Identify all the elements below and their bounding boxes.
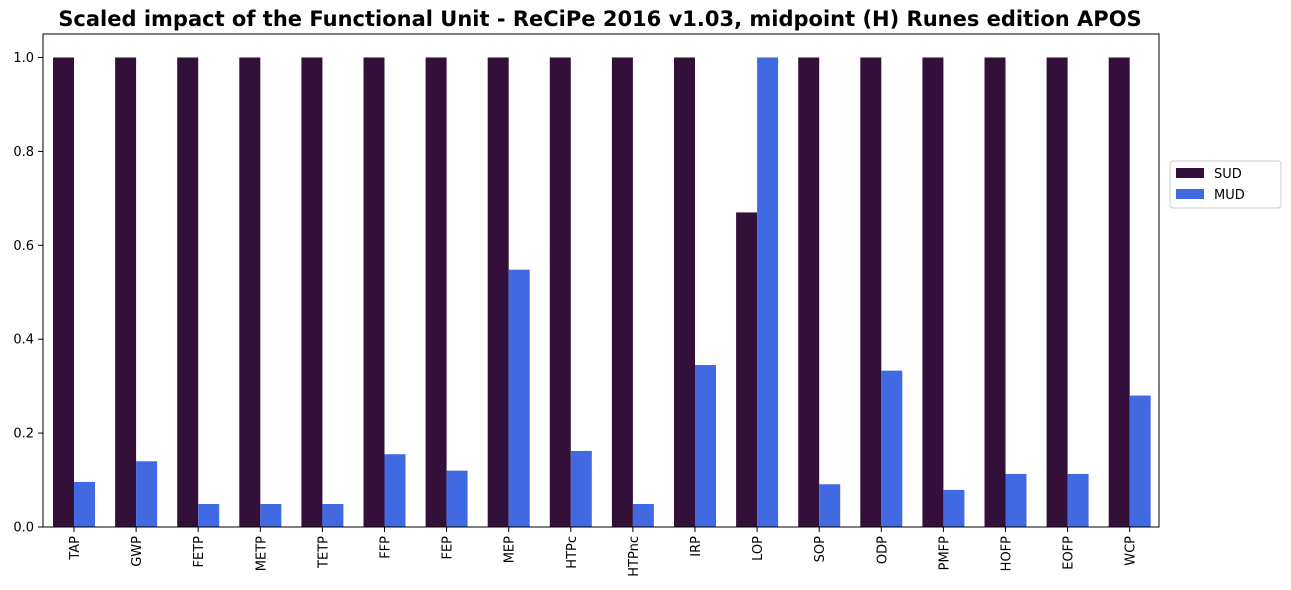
x-axis: TAP GWP FETP METP TETP FFP FEP MEP HTPc HTPnc IRP L…: [68, 527, 1139, 577]
x-tick-label: HTPc: [565, 536, 580, 569]
bar-sud-fep: [425, 57, 447, 527]
legend-swatch-mud: [1176, 189, 1204, 199]
y-tick-label: 0.0: [13, 521, 34, 536]
bar-mud-fetp: [198, 503, 220, 527]
x-tick-label: GWP: [130, 536, 145, 567]
bar-sud-pmfp: [922, 57, 944, 527]
bar-sud-wcp: [1108, 57, 1130, 527]
x-tick-label: TAP: [68, 536, 83, 561]
x-tick-label: METP: [254, 536, 269, 571]
bar-mud-metp: [260, 503, 282, 527]
y-tick-label: 0.6: [13, 239, 34, 254]
bar-sud-fetp: [177, 57, 199, 527]
bar-mud-pmfp: [943, 489, 965, 527]
x-tick-label: SOP: [813, 536, 828, 562]
legend-swatch-sud: [1176, 168, 1204, 178]
bar-mud-hofp: [1005, 473, 1027, 527]
chart-title: Scaled impact of the Functional Unit - R…: [58, 7, 1141, 31]
bar-mud-htpc: [570, 450, 592, 527]
bar-sud-lop: [736, 212, 758, 527]
x-tick-label: MEP: [503, 536, 518, 563]
bar-sud-ffp: [363, 57, 385, 527]
y-tick-label: 1.0: [13, 51, 34, 66]
bar-mud-fep: [446, 470, 468, 527]
legend-label-mud: MUD: [1214, 188, 1245, 203]
bar-mud-wcp: [1129, 395, 1151, 527]
x-tick-label: HOFP: [1000, 536, 1015, 571]
bar-sud-tetp: [301, 57, 323, 527]
bar-mud-irp: [695, 365, 716, 527]
plot-frame: [42, 33, 1160, 528]
y-axis: 0.0 0.2 0.4 0.6 0.8 1.0: [13, 51, 43, 536]
x-tick-label: FFP: [379, 536, 394, 559]
x-tick-label: FEP: [441, 536, 456, 560]
bar-sud-htpc: [549, 57, 571, 527]
bar-sud-sop: [798, 57, 820, 527]
legend-label-sud: SUD: [1214, 167, 1242, 182]
bar-mud-tap: [74, 481, 95, 527]
x-tick-label: PMFP: [937, 536, 952, 571]
bar-mud-tetp: [322, 503, 344, 527]
x-tick-label: LOP: [751, 536, 766, 561]
bar-mud-mep: [508, 269, 530, 527]
bar-mud-gwp: [136, 461, 158, 527]
x-tick-label: ODP: [875, 536, 890, 564]
plot-area: [42, 33, 1160, 528]
x-tick-label: IRP: [689, 536, 704, 557]
bar-sud-eofp: [1046, 57, 1068, 527]
bar-sud-odp: [860, 57, 882, 527]
bar-sud-tap: [53, 57, 74, 527]
bar-sud-mep: [487, 57, 509, 527]
bar-sud-htpnc: [611, 57, 633, 527]
bar-mud-eofp: [1067, 473, 1089, 527]
legend: SUD MUD: [1169, 160, 1282, 209]
bar-mud-lop: [757, 57, 779, 527]
bar-mud-sop: [819, 484, 841, 527]
x-tick-label: EOFP: [1062, 536, 1077, 570]
bar-mud-odp: [881, 370, 903, 527]
x-tick-label: TETP: [316, 536, 331, 569]
bar-mud-htpnc: [632, 503, 654, 527]
y-tick-label: 0.2: [13, 427, 34, 442]
bar-sud-irp: [674, 57, 695, 527]
bar-sud-gwp: [115, 57, 137, 527]
bar-mud-ffp: [384, 454, 406, 527]
y-tick-label: 0.8: [13, 145, 34, 160]
x-tick-label: HTPnc: [627, 536, 642, 577]
x-tick-label: FETP: [192, 536, 207, 568]
y-tick-label: 0.4: [13, 333, 34, 348]
bar-sud-hofp: [984, 57, 1006, 527]
bar-sud-metp: [239, 57, 261, 527]
x-tick-label: WCP: [1124, 536, 1139, 566]
